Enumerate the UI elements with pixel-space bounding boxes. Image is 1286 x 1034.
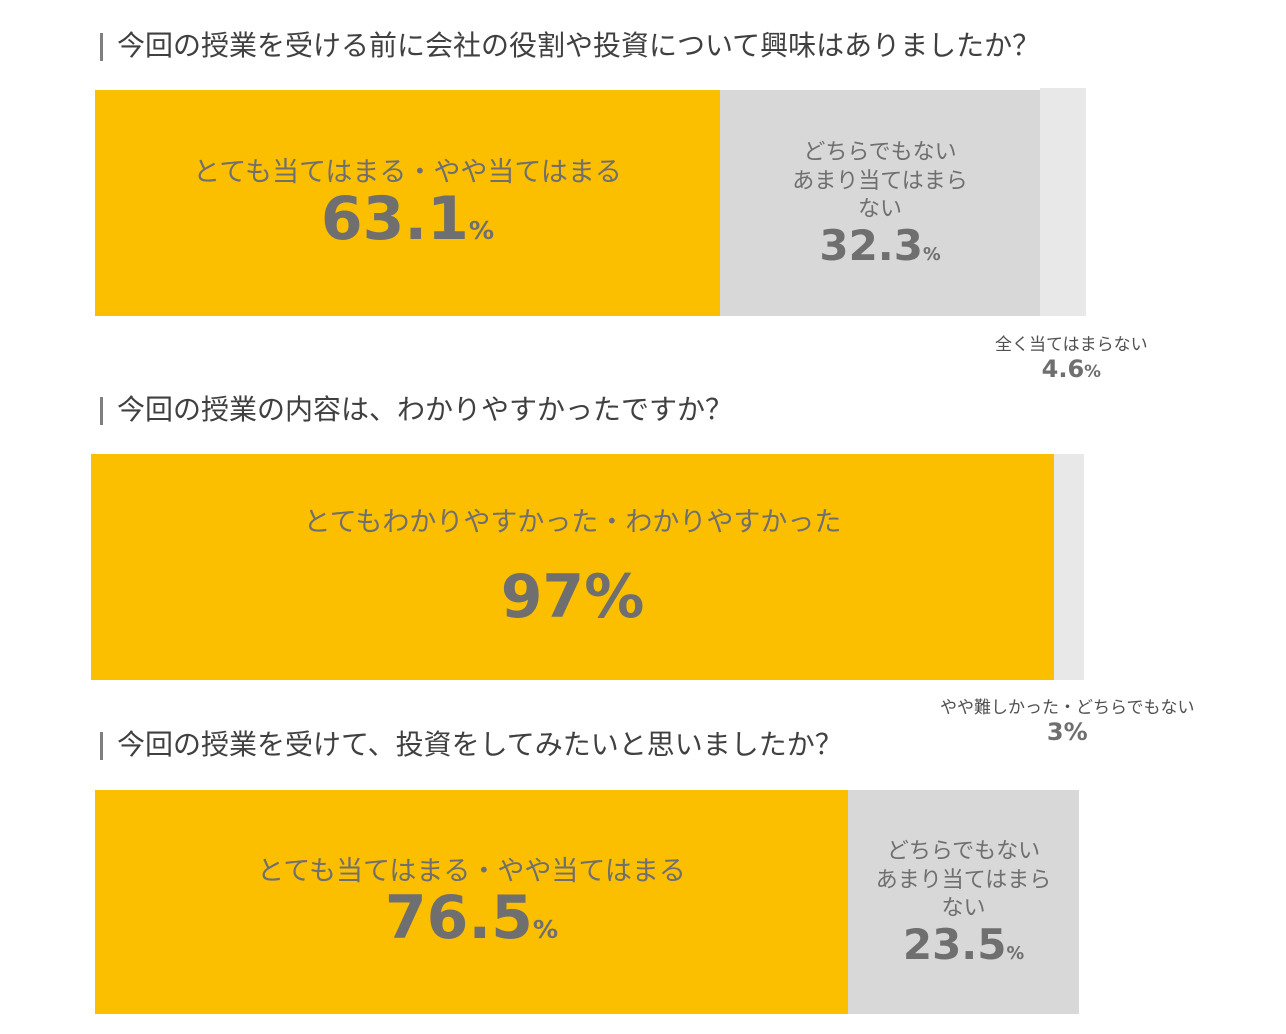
q2-difficult-label: やや難しかった・どちらでもない bbox=[940, 698, 1195, 718]
q1-disagree-label: 全く当てはまらない bbox=[995, 335, 1148, 355]
chart-q3: とても当てはまる・やや当てはまる 76.5% どちらでもない あまり当てはまら … bbox=[95, 790, 1079, 1014]
title-marker bbox=[100, 397, 103, 425]
q1-bar-disagree bbox=[1040, 88, 1086, 316]
q3-neutral-value: 23.5% bbox=[902, 919, 1025, 969]
question-3-title: 今回の授業を受けて、投資をしてみたいと思いましたか？ bbox=[100, 723, 843, 763]
q3-agree-value: 76.5% bbox=[384, 883, 559, 954]
q1-neutral-value: 32.3% bbox=[819, 220, 941, 270]
title-marker bbox=[100, 732, 103, 760]
q2-difficult-value: 3% bbox=[1046, 718, 1088, 746]
q1-bar-agree: とても当てはまる・やや当てはまる 63.1% bbox=[95, 90, 720, 316]
question-1-text: 今回の授業を受ける前に会社の役割や投資について興味はありましたか？ bbox=[117, 29, 1041, 62]
q3-bar-agree: とても当てはまる・やや当てはまる 76.5% bbox=[95, 790, 848, 1014]
q2-bar-difficult bbox=[1054, 454, 1084, 680]
q3-bar-neutral: どちらでもない あまり当てはまら ない 23.5% bbox=[848, 790, 1079, 1014]
q1-agree-label: とても当てはまる・やや当てはまる bbox=[193, 156, 622, 188]
chart-q1: とても当てはまる・やや当てはまる 63.1% どちらでもない あまり当てはまら … bbox=[95, 88, 1086, 316]
question-2-text: 今回の授業の内容は、わかりやすかったですか？ bbox=[117, 393, 734, 426]
q2-easy-value: 97% bbox=[500, 562, 645, 633]
chart-q2: とてもわかりやすかった・わかりやすかった 97% bbox=[91, 454, 1084, 680]
question-3-text: 今回の授業を受けて、投資をしてみたいと思いましたか？ bbox=[117, 728, 843, 761]
q1-disagree-callout: 全く当てはまらない 4.6% bbox=[995, 330, 1148, 383]
q1-agree-value: 63.1% bbox=[320, 184, 495, 255]
q2-difficult-callout: やや難しかった・どちらでもない 3% bbox=[940, 693, 1195, 746]
q1-neutral-label: どちらでもない あまり当てはまら ない bbox=[792, 140, 968, 223]
q2-bar-easy: とてもわかりやすかった・わかりやすかった 97% bbox=[91, 454, 1054, 680]
q2-easy-label: とてもわかりやすかった・わかりやすかった bbox=[303, 506, 842, 538]
question-1-title: 今回の授業を受ける前に会社の役割や投資について興味はありましたか？ bbox=[100, 24, 1040, 64]
title-marker bbox=[100, 33, 103, 61]
q3-neutral-label: どちらでもない あまり当てはまら ない bbox=[875, 839, 1052, 922]
q3-agree-label: とても当てはまる・やや当てはまる bbox=[257, 855, 686, 887]
q1-bar-neutral: どちらでもない あまり当てはまら ない 32.3% bbox=[720, 90, 1040, 316]
question-2-title: 今回の授業の内容は、わかりやすかったですか？ bbox=[100, 388, 733, 428]
q1-disagree-value: 4.6% bbox=[1041, 355, 1101, 383]
